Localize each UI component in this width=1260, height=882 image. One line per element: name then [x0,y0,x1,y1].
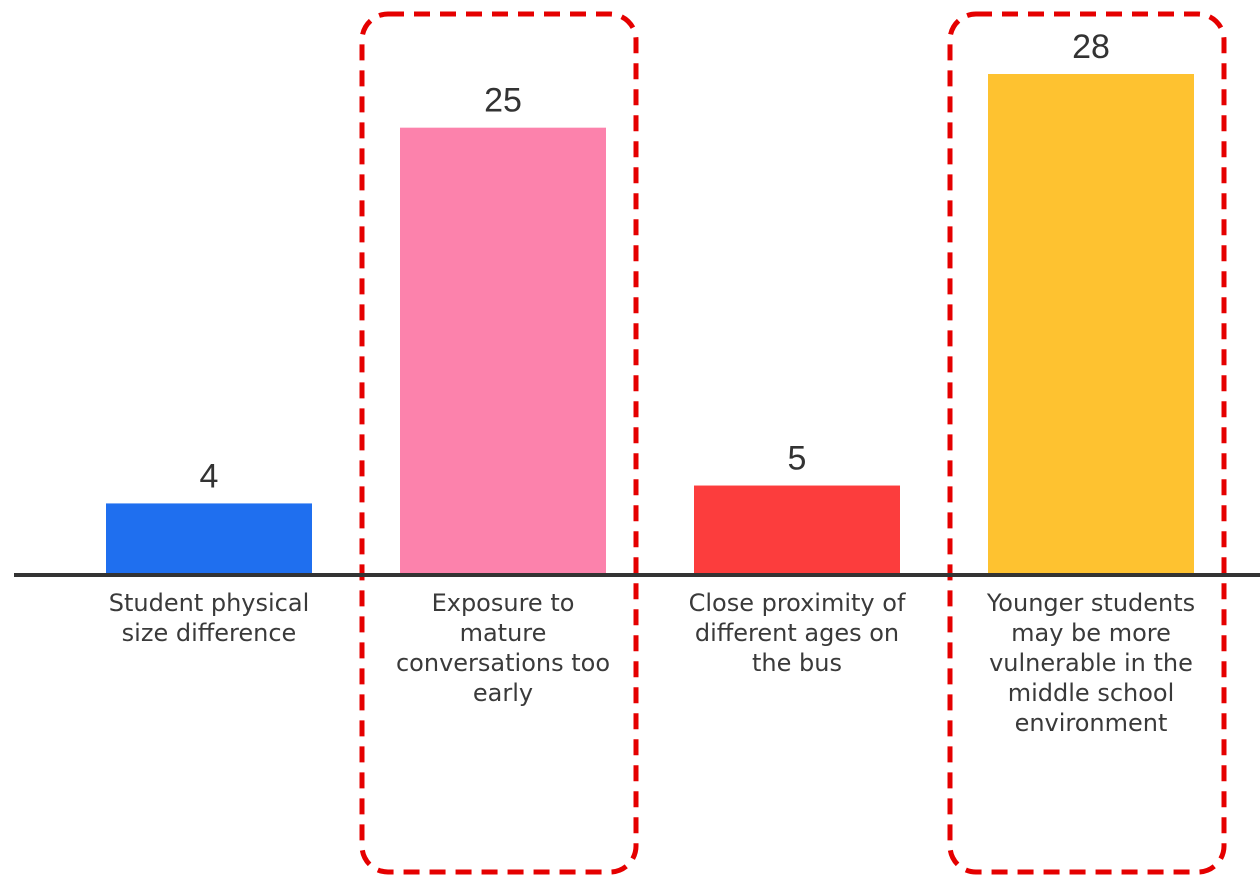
data-label-1: 4 [200,457,219,495]
data-label-3: 5 [788,440,807,478]
highlight-box-2 [947,11,1227,875]
bar-2 [400,127,606,575]
category-label-1: Student physical size difference [108,589,310,647]
bar-4 [988,74,1194,575]
bars-group [106,74,1194,575]
data-labels-group: 4 25 5 28 [200,28,1110,495]
data-label-2: 25 [484,82,522,120]
bar-3 [694,485,900,575]
bar-1 [106,503,312,575]
category-label-3: Close proximity of different ages on the… [688,589,906,677]
category-label-2: Exposure to mature conversations too ear… [395,589,611,707]
category-label-4: Younger students may be more vulnerable … [986,589,1196,737]
highlight-box-1 [359,11,639,875]
data-label-4: 28 [1072,28,1110,66]
highlight-boxes [359,11,1227,875]
